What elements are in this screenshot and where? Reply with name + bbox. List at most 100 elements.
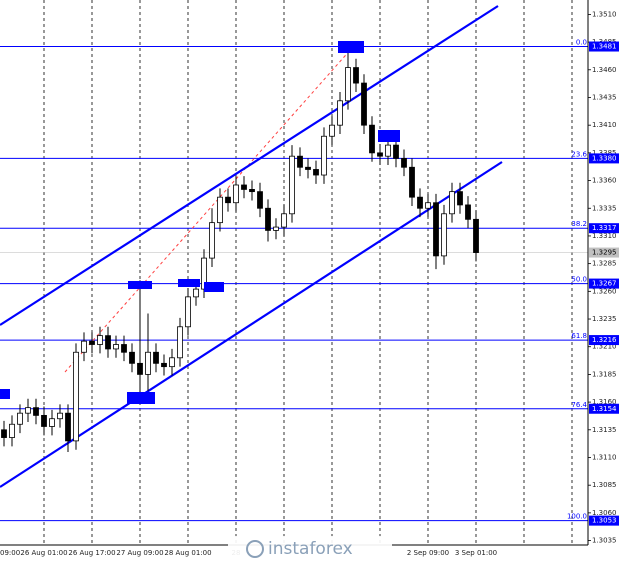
candle-body [393, 144, 399, 159]
candle-body [385, 144, 391, 157]
candle-body [57, 412, 63, 420]
candle-body [65, 412, 71, 442]
y-tick-label: 1.3160 [592, 398, 617, 406]
price-box [589, 153, 619, 164]
y-tick-label: 1.3335 [592, 204, 617, 212]
candle-body [193, 288, 199, 298]
candle-body [249, 189, 255, 193]
fib-ratio-label: 100.0 [567, 513, 587, 521]
candle-body [353, 67, 359, 84]
candle-body [241, 184, 247, 190]
fib-ratio-label: 76.4 [571, 401, 587, 409]
grid [43, 0, 573, 545]
x-tick-label: 2 Sep 09:00 [407, 549, 449, 557]
price-box [589, 223, 619, 234]
marker [178, 279, 200, 287]
candle-body [257, 191, 263, 209]
candle-body [289, 155, 295, 215]
candle-body [329, 124, 335, 137]
watermark-logo [246, 540, 264, 558]
candle-body [41, 414, 47, 427]
candle-body [377, 152, 383, 157]
fib-ratio-label: 61.8 [571, 332, 587, 340]
candle-body [121, 344, 127, 353]
x-tick-label: 09:00 [0, 549, 20, 557]
candle-body [177, 326, 183, 359]
candle-body [1, 429, 7, 438]
marker [378, 130, 400, 142]
candle-body [225, 196, 231, 204]
watermark-text: instaforex [268, 539, 353, 559]
price-box-label: 1.3380 [592, 154, 617, 162]
channel-lower [0, 161, 503, 488]
watermark: instaforex [228, 536, 392, 563]
y-tick-label: 1.3085 [592, 481, 617, 489]
fib-ratio-label: 38.2 [571, 220, 587, 228]
candle-body [33, 407, 39, 416]
candle-body [9, 423, 15, 438]
y-tick-label: 1.3460 [592, 66, 617, 74]
y-tick-label: 1.3185 [592, 370, 617, 378]
x-tick-label: 27 Aug 09:00 [116, 549, 163, 557]
candle-body [401, 158, 407, 168]
candle-body [441, 213, 447, 257]
x-tick-label: 3 Sep 01:00 [455, 549, 497, 557]
candle-body [417, 196, 423, 209]
fib-ratio-label: 50.0 [571, 276, 587, 284]
candle-body [217, 196, 223, 224]
y-tick-label: 1.3285 [592, 260, 617, 268]
marker [204, 282, 224, 292]
price-box-label: 1.3267 [592, 280, 617, 288]
x-tick-label: 26 Aug 17:00 [68, 549, 115, 557]
candles [1, 49, 479, 452]
y-tick-label: 1.3110 [592, 453, 617, 461]
y-tick-label: 1.3510 [592, 10, 617, 18]
y-tick-label: 1.3385 [592, 149, 617, 157]
candle-body [409, 166, 415, 198]
price-box-label: 1.3216 [592, 336, 617, 344]
candle-body [233, 184, 239, 204]
candle-body [369, 124, 375, 154]
x-tick-label: 26 Aug 01:00 [20, 549, 67, 557]
price-box [589, 335, 619, 346]
channel-upper [0, 5, 499, 326]
x-tick-label: 28 Aug 01:00 [164, 549, 211, 557]
fib-base-line [64, 47, 353, 373]
candle-body [449, 191, 455, 215]
candle-body [265, 207, 271, 231]
candle-body [137, 362, 143, 375]
candle-body [97, 335, 103, 345]
candle-body [49, 418, 55, 427]
candle-body [161, 362, 167, 368]
fractal-markers [0, 41, 400, 404]
candle-body [209, 222, 215, 259]
candle-body [129, 351, 135, 364]
y-tick-label: 1.3435 [592, 93, 617, 101]
candle-body [361, 82, 367, 126]
y-tick-label: 1.3260 [592, 287, 617, 295]
candle-body [145, 351, 151, 375]
marker [127, 392, 155, 404]
price-box [589, 278, 619, 289]
current-price-label: 1.3295 [592, 249, 617, 257]
candle-body [105, 335, 111, 350]
y-tick-label: 1.3135 [592, 426, 617, 434]
candle-body [281, 213, 287, 228]
candle-body [337, 100, 343, 126]
candle-body [425, 202, 431, 209]
price-box [589, 41, 619, 52]
candle-body [457, 191, 463, 206]
candle-body [113, 344, 119, 350]
candle-body [345, 67, 351, 102]
candle-body [321, 135, 327, 176]
fib-ratio-label: 23.6 [571, 150, 587, 158]
candle-body [89, 340, 95, 345]
candle-body [305, 166, 311, 170]
candle-body [433, 202, 439, 257]
candle-body [465, 204, 471, 220]
candle-body [25, 407, 31, 414]
marker [128, 281, 152, 289]
candle-body [81, 340, 87, 353]
